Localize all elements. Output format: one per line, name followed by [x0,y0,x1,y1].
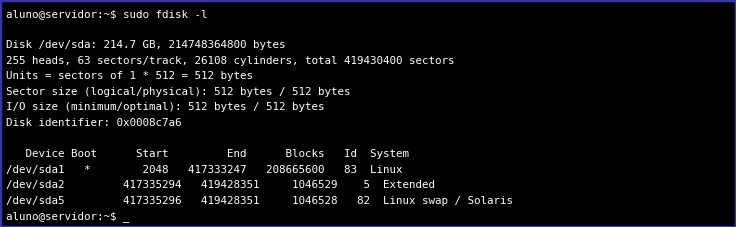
Text: 255 heads, 63 sectors/track, 26108 cylinders, total 419430400 sectors: 255 heads, 63 sectors/track, 26108 cylin… [6,56,454,66]
Text: Units = sectors of 1 * 512 = 512 bytes: Units = sectors of 1 * 512 = 512 bytes [6,71,253,81]
Text: /dev/sda5         417335296   419428351     1046528   82  Linux swap / Solaris: /dev/sda5 417335296 419428351 1046528 82… [6,196,513,206]
Text: aluno@servidor:~$ _: aluno@servidor:~$ _ [6,211,130,222]
Text: /dev/sda2         417335294   419428351     1046529    5  Extended: /dev/sda2 417335294 419428351 1046529 5 … [6,180,435,190]
Text: /dev/sda1   *        2048   417333247   208665600   83  Linux: /dev/sda1 * 2048 417333247 208665600 83 … [6,165,403,175]
Text: Device Boot      Start         End      Blocks   Id  System: Device Boot Start End Blocks Id System [6,149,409,159]
Text: Disk identifier: 0x0008c7a6: Disk identifier: 0x0008c7a6 [6,118,181,128]
Text: Disk /dev/sda: 214.7 GB, 214748364800 bytes: Disk /dev/sda: 214.7 GB, 214748364800 by… [6,40,286,50]
Text: Sector size (logical/physical): 512 bytes / 512 bytes: Sector size (logical/physical): 512 byte… [6,87,350,97]
Text: aluno@servidor:~$ sudo fdisk -l: aluno@servidor:~$ sudo fdisk -l [6,9,208,19]
Text: I/O size (minimum/optimal): 512 bytes / 512 bytes: I/O size (minimum/optimal): 512 bytes / … [6,102,325,112]
